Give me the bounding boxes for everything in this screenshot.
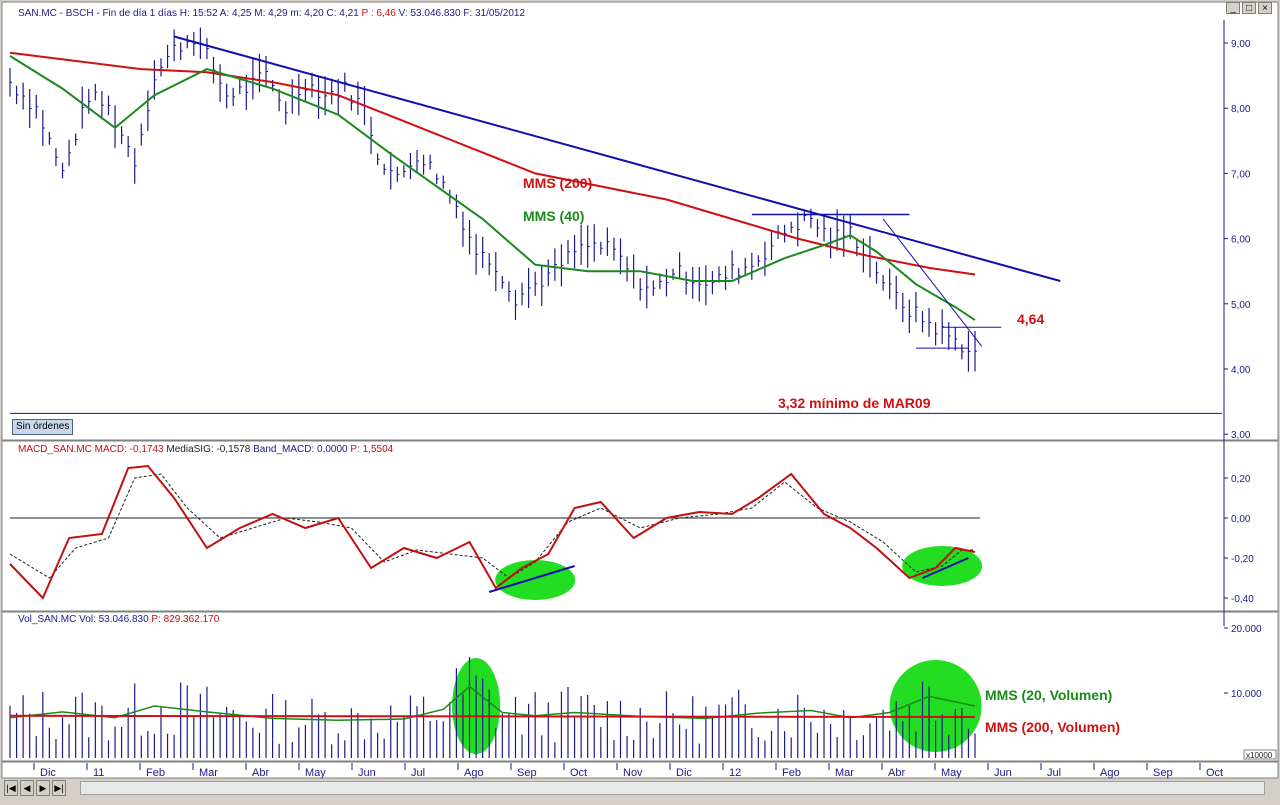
date-label: Abr [252, 767, 269, 779]
price-tick-label: 5,00 [1231, 300, 1251, 311]
date-label: Ago [1100, 767, 1120, 779]
vol-mms200-line [9, 714, 976, 718]
date-label: Feb [782, 767, 801, 779]
date-label: Jul [411, 767, 425, 779]
vol-tick-label: 20.000 [1231, 624, 1262, 635]
date-label: Ago [464, 767, 484, 779]
close-button[interactable]: × [1258, 2, 1272, 14]
vol200-label: MMS (200, Volumen) [985, 719, 1120, 735]
panel-1 [1, 440, 1279, 612]
date-label: Sep [517, 767, 537, 779]
date-label: Sep [1153, 767, 1173, 779]
date-label: May [941, 767, 962, 779]
vol-tick-label: 10.000 [1231, 689, 1262, 700]
orders-button[interactable]: Sin órdenes [12, 419, 74, 435]
macd-tick-label: 0,00 [1231, 514, 1251, 525]
date-label: Feb [146, 767, 165, 779]
date-label: Dic [676, 767, 692, 779]
date-axis-bar [1, 761, 1279, 779]
price-tick-label: 7,00 [1231, 169, 1251, 180]
maximize-button[interactable]: □ [1242, 2, 1256, 14]
price-tick-label: 6,00 [1231, 235, 1251, 246]
divergence-line-0 [488, 565, 575, 593]
horizontal-scrollbar[interactable] [80, 781, 1265, 795]
price-tick-label: 4,00 [1231, 365, 1251, 376]
date-label: Mar [835, 767, 854, 779]
mms200-label: MMS (200) [523, 175, 592, 191]
date-label: Oct [570, 767, 587, 779]
panel-0 [1, 1, 1279, 441]
date-label: Jul [1047, 767, 1061, 779]
macd-highlight-0 [495, 560, 576, 600]
date-label: Mar [199, 767, 218, 779]
price-header: SAN.MC - BSCH - Fin de día 1 días H: 15:… [18, 8, 525, 19]
date-label: Jun [994, 767, 1012, 779]
level-label: 4,64 [1017, 311, 1044, 327]
short-trend-line [882, 218, 982, 347]
mms40-line [9, 55, 976, 321]
date-label: Abr [888, 767, 905, 779]
macd-header: MACD_SAN.MC MACD: -0,1743 MediaSIG: -0,1… [18, 444, 394, 455]
minimize-button[interactable]: _ [1226, 2, 1240, 14]
date-label: Jun [358, 767, 376, 779]
signal-line [9, 473, 975, 579]
date-label: 12 [729, 767, 741, 779]
macd-line [9, 464, 976, 600]
price-tick-label: 9,00 [1231, 39, 1251, 50]
minimum-note: 3,32 mínimo de MAR09 [778, 395, 931, 411]
vol-unit: x10000 [1246, 751, 1273, 760]
date-label: Dic [40, 767, 56, 779]
price-tick-label: 3,00 [1231, 430, 1251, 441]
date-label: May [305, 767, 326, 779]
vol20-label: MMS (20, Volumen) [985, 687, 1112, 703]
vol-highlight-1 [889, 660, 982, 752]
macd-tick-label: -0,20 [1231, 554, 1254, 565]
date-label: Oct [1206, 767, 1223, 779]
price-tick-label: 8,00 [1231, 104, 1251, 115]
previous-button[interactable]: ◀ [20, 780, 34, 796]
next-button[interactable]: ▶ [36, 780, 50, 796]
macd-tick-label: -0,40 [1231, 594, 1254, 605]
mms40-label: MMS (40) [523, 208, 584, 224]
divergence-line-1 [922, 557, 969, 579]
date-label: Nov [623, 767, 643, 779]
date-label: 11 [93, 767, 104, 779]
vol-mms20-line [9, 685, 976, 722]
macd-tick-label: 0,20 [1231, 474, 1251, 485]
last-button[interactable]: ▶| [52, 780, 66, 796]
first-button[interactable]: |◀ [4, 780, 18, 796]
vol-unit-box [1243, 749, 1277, 760]
downtrend-line [173, 35, 1061, 282]
volume-header: Vol_SAN.MC Vol: 53.046.830 P: 829.362.17… [18, 614, 220, 625]
